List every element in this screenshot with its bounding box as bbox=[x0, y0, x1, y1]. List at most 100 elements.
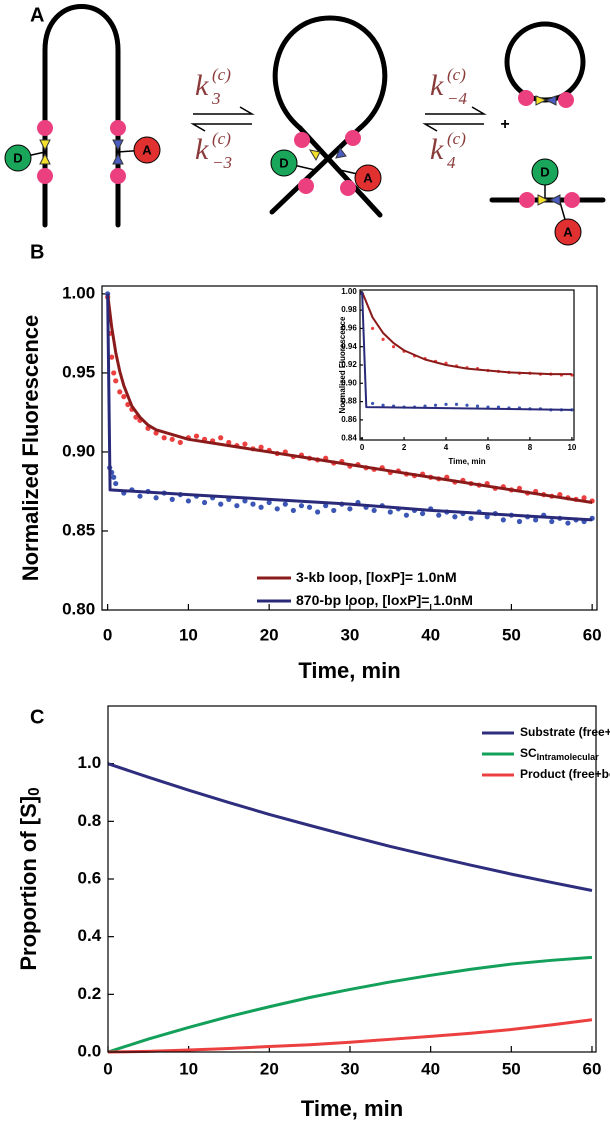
forward-arrow bbox=[425, 106, 487, 115]
data-point bbox=[113, 378, 119, 384]
y-tick-label: 0.8 bbox=[78, 811, 102, 830]
data-point bbox=[370, 326, 375, 331]
dna-loop bbox=[272, 15, 388, 131]
y-tick-label: 0.80 bbox=[62, 599, 95, 618]
legend-name: Product (free+bound) bbox=[520, 767, 610, 781]
forward-arrow bbox=[193, 106, 255, 115]
data-point bbox=[500, 517, 506, 523]
legend-label: Product (free+bound) bbox=[520, 767, 610, 781]
legend-label: 3-kb loop, [loxP]= 1.0nM bbox=[296, 569, 457, 585]
data-point bbox=[218, 435, 224, 441]
data-point bbox=[370, 401, 375, 406]
cre-protein bbox=[298, 178, 314, 194]
y-tick-label: 0.84 bbox=[341, 433, 357, 442]
y-axis-title-text: Normalized Fluorescence bbox=[18, 315, 43, 582]
data-point bbox=[169, 496, 175, 502]
cre-protein bbox=[564, 192, 580, 208]
y-tick-label: 0.92 bbox=[341, 360, 357, 369]
x-tick-label: 60 bbox=[583, 1059, 602, 1078]
data-point bbox=[266, 499, 272, 506]
dna-strand bbox=[269, 125, 363, 215]
plot-frame bbox=[107, 705, 597, 1053]
acceptor bbox=[354, 164, 382, 192]
legend-label: 870-bp loop, [loxP]= 1.0nM bbox=[296, 592, 473, 608]
loxp-site bbox=[308, 149, 321, 162]
x-tick-label: 10 bbox=[567, 443, 576, 452]
y-axis-title-text: Normalized Fluorescence bbox=[338, 316, 347, 413]
y-tick-label: 0.98 bbox=[341, 305, 357, 314]
x-tick-label: 60 bbox=[583, 625, 602, 644]
data-point bbox=[436, 512, 442, 518]
data-point bbox=[549, 518, 555, 525]
fit-line bbox=[107, 955, 593, 1054]
acceptor-label: A bbox=[563, 224, 573, 239]
data-point bbox=[468, 515, 474, 521]
fit-line bbox=[106, 293, 593, 522]
plot-frame bbox=[359, 289, 575, 441]
legend-label: Substrate (free+bound) bbox=[520, 725, 610, 739]
loxp-site bbox=[537, 194, 550, 206]
x-tick-label: 8 bbox=[528, 443, 533, 452]
cre-protein bbox=[294, 132, 310, 148]
donor-label: D bbox=[279, 155, 288, 170]
cre-protein bbox=[340, 180, 356, 196]
loxp-site bbox=[544, 95, 557, 106]
data-point bbox=[226, 439, 232, 446]
data-point bbox=[315, 509, 321, 515]
rate-constant: k (c) −3 bbox=[195, 129, 232, 172]
data-point bbox=[454, 402, 459, 406]
data-point bbox=[169, 436, 175, 442]
data-point bbox=[347, 506, 353, 512]
y-tick-label: 0.0 bbox=[78, 1041, 102, 1060]
x-tick-label: 50 bbox=[502, 625, 521, 644]
data-point bbox=[419, 510, 426, 517]
fit-line bbox=[361, 291, 572, 411]
data-point bbox=[242, 498, 248, 504]
data-point bbox=[444, 402, 448, 406]
data-point bbox=[177, 439, 183, 446]
x-tick-label: 10 bbox=[179, 1059, 198, 1078]
dna-strand bbox=[297, 125, 383, 218]
cre-protein bbox=[519, 192, 535, 208]
data-point bbox=[111, 474, 117, 480]
data-point bbox=[484, 514, 490, 520]
y-tick-label: 0.90 bbox=[62, 441, 95, 460]
x-axis-title: Time, min bbox=[298, 658, 400, 683]
cre-protein bbox=[345, 130, 361, 146]
data-point bbox=[323, 503, 329, 509]
data-point bbox=[274, 506, 280, 512]
cre-protein bbox=[37, 168, 53, 184]
data-point bbox=[533, 517, 539, 523]
plot-background bbox=[360, 290, 574, 440]
x-tick-label: 10 bbox=[179, 625, 198, 644]
donor bbox=[531, 158, 559, 186]
data-point bbox=[161, 435, 167, 441]
x-axis-title: Time, min bbox=[301, 1096, 403, 1121]
y-axis-title-sub: 0 bbox=[26, 787, 43, 796]
fit-line bbox=[107, 762, 593, 893]
donor bbox=[270, 149, 298, 177]
y-axis-title: Normalized Fluorescence bbox=[338, 316, 347, 413]
x-tick-label: 0 bbox=[360, 443, 365, 452]
panel-letter: B bbox=[30, 241, 44, 263]
data-point bbox=[391, 345, 396, 349]
data-point bbox=[433, 403, 438, 407]
legend-name: 870-bp loop, [loxP]= 1.0nM bbox=[296, 592, 473, 608]
legend-name: 3-kb loop, [loxP]= 1.0nM bbox=[296, 569, 457, 585]
donor-label: D bbox=[13, 150, 22, 165]
data-point bbox=[516, 518, 523, 525]
data-point bbox=[581, 495, 587, 501]
y-axis-title: Proportion of [S]0 bbox=[16, 787, 43, 970]
cre-protein bbox=[558, 92, 574, 108]
loxp-site bbox=[39, 139, 51, 152]
legend-name-sub: Intramolecular bbox=[537, 752, 600, 762]
y-tick-label: 0.4 bbox=[78, 926, 102, 945]
x-tick-label: 4 bbox=[444, 443, 449, 452]
cre-protein bbox=[518, 90, 534, 106]
cre-protein bbox=[110, 168, 126, 184]
acceptor-label: A bbox=[142, 142, 152, 157]
legend-name: Substrate (free+bound) bbox=[520, 725, 610, 739]
data-point bbox=[153, 495, 159, 501]
data-point bbox=[258, 504, 264, 510]
